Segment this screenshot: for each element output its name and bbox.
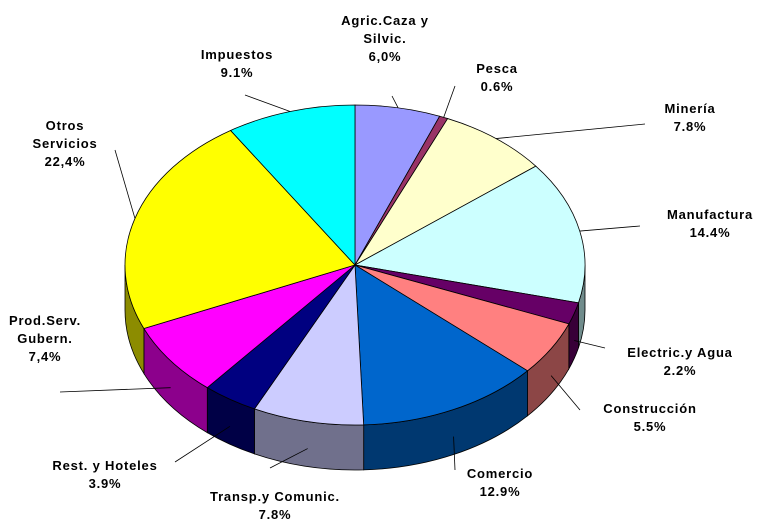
slice-label: Minería 7.8%: [664, 100, 715, 136]
slice-label: Impuestos 9.1%: [201, 46, 273, 82]
pie-slice: [229, 104, 356, 267]
category-name: Transp.y Comunic.: [210, 489, 340, 504]
category-name: Prod.Serv. Gubern.: [8, 313, 82, 346]
pie-slice: [354, 264, 529, 426]
leader-line: [495, 123, 646, 139]
category-name: Electric.y Agua: [627, 345, 733, 360]
value-label: 5.5%: [633, 419, 667, 434]
value-label: 0.6%: [480, 79, 514, 94]
value-label: 7.8%: [673, 119, 707, 134]
category-name: Minería: [664, 101, 716, 116]
leader-line: [269, 448, 308, 469]
slice-label: Transp.y Comunic. 7.8%: [210, 488, 340, 524]
slice-label: Prod.Serv. Gubern. 7,4%: [3, 312, 88, 366]
value-label: 3.9%: [88, 476, 122, 491]
leader-line: [114, 149, 136, 219]
value-label: 12.9%: [479, 484, 521, 499]
slice-label: Manufactura 14.4%: [667, 206, 753, 242]
leader-line: [550, 375, 581, 411]
leader-line: [244, 94, 291, 112]
value-label: 7.8%: [258, 507, 292, 522]
slice-label: Electric.y Agua 2.2%: [627, 344, 732, 380]
slice-label: Comercio 12.9%: [467, 465, 533, 501]
leader-line: [453, 436, 456, 471]
value-label: 22,4%: [44, 154, 86, 169]
value-label: 7,4%: [28, 349, 62, 364]
value-label: 14.4%: [689, 225, 731, 240]
pie-slice: [143, 264, 356, 389]
leader-line: [391, 95, 399, 109]
slice-label: Construcción 5.5%: [603, 400, 696, 436]
slice-label: Agric.Caza y Silvic. 6,0%: [335, 12, 435, 66]
category-name: Agric.Caza y Silvic.: [341, 13, 429, 46]
value-label: 2.2%: [663, 363, 697, 378]
value-label: 9.1%: [220, 65, 254, 80]
slice-label: Pesca 0.6%: [476, 60, 518, 96]
category-name: Impuestos: [200, 47, 274, 62]
leader-line: [579, 225, 641, 232]
category-name: Pesca: [476, 61, 518, 76]
pie-slice: [124, 129, 356, 330]
category-name: Construcción: [603, 401, 697, 416]
category-name: Manufactura: [666, 207, 754, 222]
pie-slice: [353, 118, 537, 267]
category-name: Otros Servicios: [32, 118, 98, 151]
category-name: Comercio: [466, 466, 534, 481]
leader-line: [443, 85, 456, 118]
leader-line: [59, 387, 171, 393]
category-name: Rest. y Hoteles: [52, 458, 158, 473]
leader-line: [574, 340, 606, 349]
slice-label: Rest. y Hoteles 3.9%: [52, 457, 157, 493]
pie-slice: [353, 165, 586, 304]
pie-slice: [253, 263, 365, 426]
value-label: 6,0%: [368, 49, 402, 64]
leader-line: [174, 425, 231, 463]
slice-label: Otros Servicios 22,4%: [25, 117, 105, 171]
